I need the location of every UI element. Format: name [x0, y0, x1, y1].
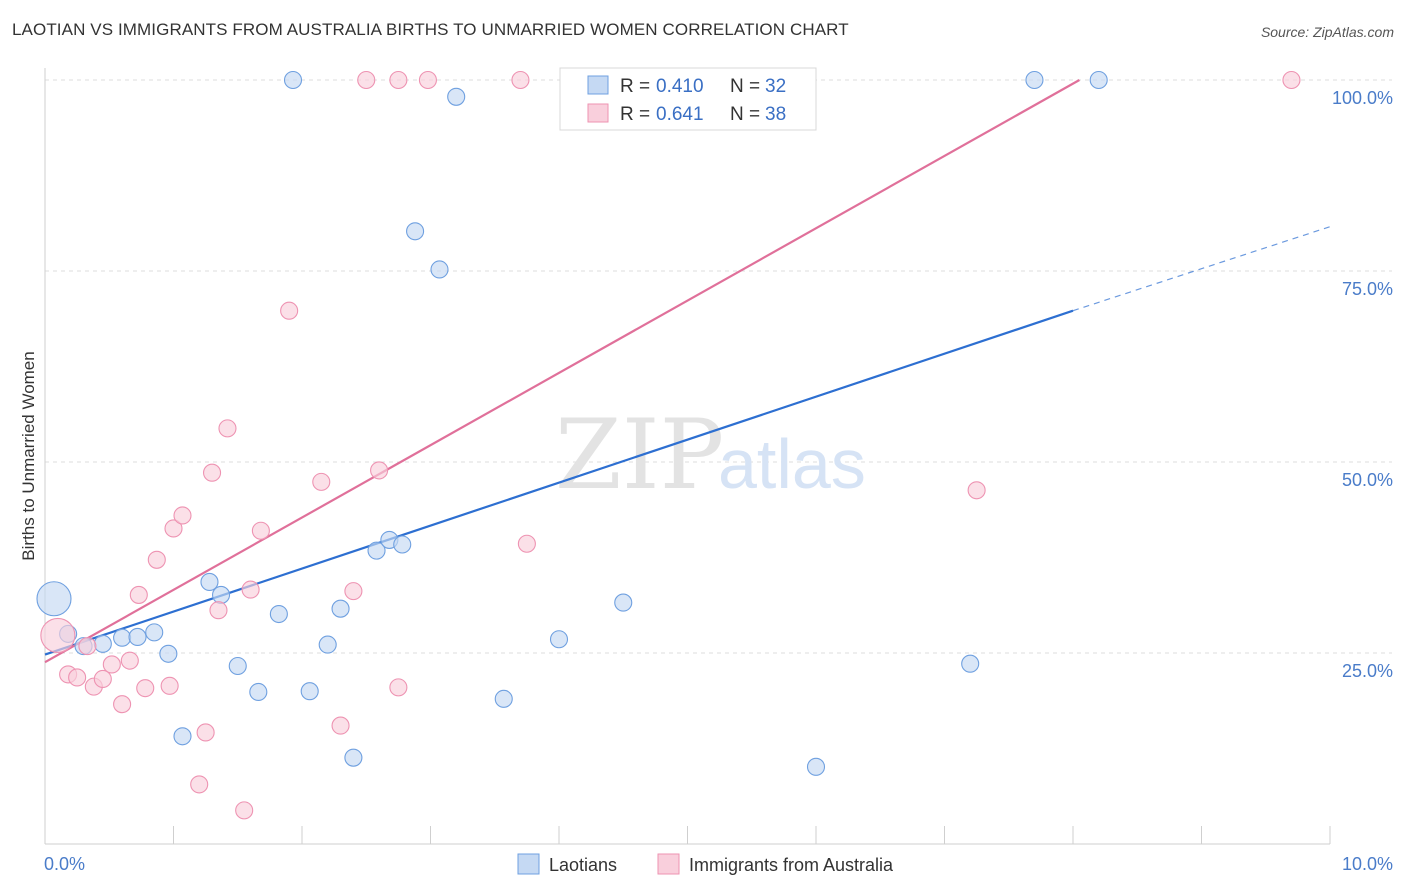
watermark-atlas: atlas [718, 425, 866, 503]
data-point-laotians [318, 635, 337, 654]
data-point-australia [511, 70, 530, 90]
data-point-australia [40, 617, 76, 653]
legend-box: R = 0.410 N = 32 R = 0.641 N = 38 [559, 67, 817, 131]
data-point-australia [120, 651, 139, 670]
data-point-laotians [159, 644, 178, 663]
data-point-australia [113, 695, 132, 714]
x-ticks [44, 826, 1331, 844]
bottom-legend-australia: Immigrants from Australia [689, 855, 894, 875]
data-point-laotians [494, 689, 513, 708]
legend-n-value-laotians: 32 [765, 76, 786, 97]
y-tick-label: 50.0% [1342, 470, 1393, 490]
y-tick-label: 100.0% [1332, 88, 1393, 108]
data-point-australia [218, 419, 237, 438]
data-point-australia [517, 534, 536, 553]
data-point-australia [164, 519, 183, 538]
data-point-australia [160, 676, 179, 695]
y-tick-label: 25.0% [1342, 661, 1393, 681]
data-point-laotians [430, 260, 449, 279]
data-point-laotians [331, 599, 350, 618]
data-point-laotians [283, 70, 303, 90]
data-point-australia [173, 506, 192, 525]
data-point-australia [78, 637, 97, 656]
data-point-australia [280, 301, 299, 320]
legend-n-value-australia: 38 [765, 104, 786, 125]
source-credit: Source: ZipAtlas.com [1260, 24, 1394, 40]
data-point-laotians [300, 682, 319, 701]
data-point-laotians [1025, 70, 1044, 90]
data-point-laotians [549, 630, 569, 649]
data-point-australia [196, 723, 215, 742]
data-point-australia [68, 668, 87, 687]
data-point-laotians [145, 623, 164, 642]
data-point-australia [209, 601, 228, 620]
data-point-laotians [367, 541, 386, 560]
data-point-laotians [614, 593, 633, 612]
data-point-australia [102, 655, 121, 674]
data-point-laotians [200, 572, 219, 591]
legend-r-label-1: R = [620, 76, 650, 97]
data-point-laotians [344, 748, 363, 767]
trend-line-laotians [44, 309, 1074, 656]
y-tick-label: 75.0% [1342, 279, 1393, 299]
legend-n-label-2: N = [730, 104, 760, 125]
x-tick-label-min: 0.0% [44, 854, 85, 874]
trend-line-extension [1072, 226, 1331, 312]
data-point-laotians [211, 585, 231, 604]
y-tick-labels: 25.0% 50.0% 75.0% 100.0% [1332, 88, 1393, 681]
data-point-laotians [113, 628, 132, 647]
watermark: ZIP atlas [555, 399, 866, 511]
data-point-australia [418, 70, 437, 90]
data-point-laotians [406, 222, 425, 241]
data-point-laotians [447, 87, 466, 106]
data-point-laotians [1089, 70, 1108, 90]
data-point-australia [235, 801, 254, 820]
legend-n-label-1: N = [730, 76, 760, 97]
data-point-australia [331, 716, 350, 735]
gridlines [45, 79, 1392, 654]
y-axis-title: Births to Unmarried Women [19, 351, 38, 560]
data-point-australia [129, 585, 148, 604]
legend-swatch-laotians [587, 75, 609, 95]
data-point-laotians [269, 604, 288, 624]
data-point-australia [389, 678, 408, 697]
data-point-australia [241, 580, 260, 599]
legend-swatch-australia [587, 103, 609, 123]
data-point-laotians [393, 535, 412, 554]
data-point-australia [370, 461, 389, 480]
data-point-australia [147, 550, 166, 569]
chart-title: LAOTIAN VS IMMIGRANTS FROM AUSTRALIA BIR… [12, 20, 849, 39]
legend-r-label-2: R = [620, 104, 650, 125]
data-point-australia [251, 521, 270, 540]
data-point-australia [190, 775, 209, 794]
data-point-australia [312, 472, 331, 491]
trend-line-australia [44, 79, 1080, 664]
bottom-legend-laotians: Laotians [549, 855, 617, 875]
data-point-laotians [93, 634, 112, 653]
data-point-laotians [806, 757, 826, 776]
data-point-australia [203, 463, 222, 482]
data-point-laotians [128, 627, 147, 647]
data-point-laotians [961, 654, 980, 673]
data-point-australia [967, 481, 986, 500]
data-point-australia [136, 679, 155, 698]
bottom-legend: Laotians Immigrants from Australia [517, 853, 894, 875]
data-point-laotians [36, 581, 72, 617]
data-point-australia [357, 70, 376, 90]
bottom-legend-swatch-laotians [517, 853, 540, 875]
data-point-laotians [228, 656, 247, 676]
data-point-australia [344, 582, 363, 601]
data-point-australia [1282, 70, 1301, 90]
data-point-laotians [173, 727, 192, 746]
bottom-legend-swatch-australia [657, 853, 680, 875]
legend-r-value-australia: 0.641 [656, 104, 704, 125]
x-tick-label-max: 10.0% [1342, 854, 1393, 874]
legend-r-value-laotians: 0.410 [656, 76, 704, 97]
data-points [36, 70, 1301, 820]
data-point-laotians [249, 682, 268, 702]
trend-lines [44, 79, 1331, 664]
data-point-australia [93, 669, 112, 689]
data-point-australia [389, 70, 408, 90]
